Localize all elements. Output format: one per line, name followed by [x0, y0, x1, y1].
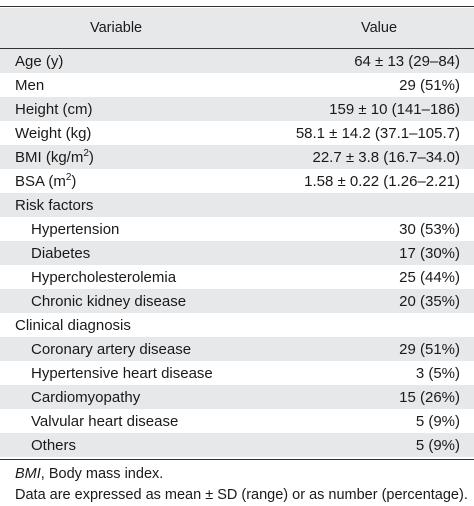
header-rule — [0, 48, 474, 49]
row-value: 25 (44%) — [399, 268, 460, 286]
header-value: Value — [361, 20, 398, 36]
row-value: 29 (51%) — [399, 340, 460, 358]
bottom-rule — [0, 459, 474, 460]
row-label: Hypertensive heart disease — [31, 364, 213, 382]
section-row-clinical-diagnosis: Clinical diagnosis — [0, 313, 474, 337]
table-row: Coronary artery disease 29 (51%) — [0, 337, 474, 361]
row-label: Diabetes — [31, 244, 91, 262]
row-value: 30 (53%) — [399, 220, 460, 238]
table-row: BMI (kg/m2) 22.7 ± 3.8 (16.7–34.0) — [0, 145, 474, 169]
footnote-data-note: Data are expressed as mean ± SD (range) … — [15, 487, 468, 503]
row-value: 15 (26%) — [399, 388, 460, 406]
row-label: BSA (m2) — [15, 171, 77, 190]
row-label: Height (cm) — [15, 100, 93, 118]
row-label: Clinical diagnosis — [15, 316, 131, 334]
row-value: 58.1 ± 14.2 (37.1–105.7) — [295, 124, 460, 142]
row-label: Valvular heart disease — [31, 412, 179, 430]
row-value: 5 (9%) — [415, 412, 460, 430]
table-row: Hypertension 30 (53%) — [0, 217, 474, 241]
row-value: 29 (51%) — [399, 76, 460, 94]
table-row: Weight (kg) 58.1 ± 14.2 (37.1–105.7) — [0, 121, 474, 145]
table-row: Chronic kidney disease 20 (35%) — [0, 289, 474, 313]
table-row: Men 29 (51%) — [0, 73, 474, 97]
table-header: Variable Value — [0, 8, 474, 48]
row-value: 159 ± 10 (141–186) — [329, 100, 460, 118]
row-value: 1.58 ± 0.22 (1.26–2.21) — [304, 172, 460, 190]
row-value: 17 (30%) — [399, 244, 460, 262]
row-value: 64 ± 13 (29–84) — [354, 52, 460, 70]
table-row: Cardiomyopathy 15 (26%) — [0, 385, 474, 409]
row-label: Hypertension — [31, 220, 120, 238]
table-row: Height (cm) 159 ± 10 (141–186) — [0, 97, 474, 121]
table-footnotes: BMI, Body mass index. Data are expressed… — [0, 460, 474, 506]
row-value: 20 (35%) — [399, 292, 460, 310]
row-label: Coronary artery disease — [31, 340, 192, 358]
header-variable: Variable — [90, 20, 143, 36]
table-row: Hypercholesterolemia 25 (44%) — [0, 265, 474, 289]
section-row-risk-factors: Risk factors — [0, 193, 474, 217]
table-row: Diabetes 17 (30%) — [0, 241, 474, 265]
top-cut-edge — [0, 0, 474, 8]
table-row: Hypertensive heart disease 3 (5%) — [0, 361, 474, 385]
row-label: Hypercholesterolemia — [31, 268, 177, 286]
row-value: 22.7 ± 3.8 (16.7–34.0) — [312, 148, 460, 166]
table-row: Age (y) 64 ± 13 (29–84) — [0, 49, 474, 73]
table-row: Others 5 (9%) — [0, 433, 474, 457]
row-value: 3 (5%) — [415, 364, 460, 382]
table-row: BSA (m2) 1.58 ± 0.22 (1.26–2.21) — [0, 169, 474, 193]
row-label: Cardiomyopathy — [31, 388, 141, 406]
row-label: Chronic kidney disease — [31, 292, 187, 310]
row-label: BMI (kg/m2) — [15, 147, 94, 166]
row-value: 5 (9%) — [415, 436, 460, 454]
row-label: Age (y) — [15, 52, 64, 70]
table-row: Valvular heart disease 5 (9%) — [0, 409, 474, 433]
row-label: Weight (kg) — [15, 124, 92, 142]
row-label: Others — [31, 436, 77, 454]
footnote-abbreviation: BMI, Body mass index. — [15, 466, 164, 482]
row-label: Risk factors — [15, 196, 94, 214]
row-label: Men — [15, 76, 45, 94]
